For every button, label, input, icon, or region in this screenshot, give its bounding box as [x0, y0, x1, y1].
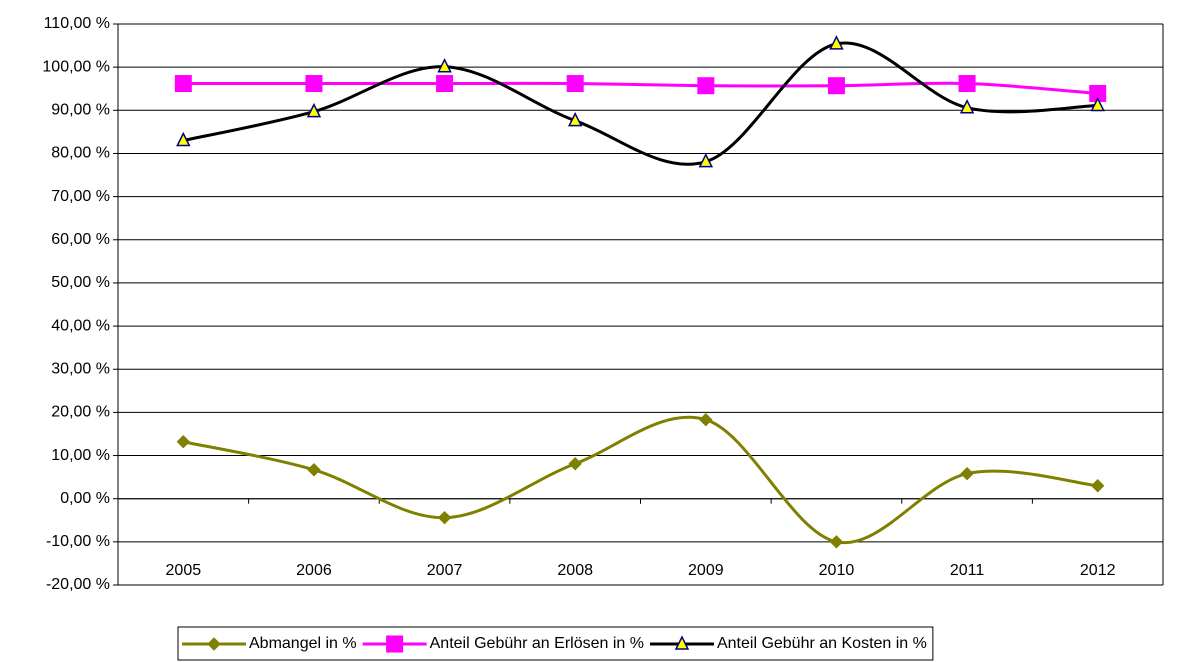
- y-tick-label: 70,00 %: [51, 188, 110, 205]
- marker: [306, 102, 322, 118]
- x-tick-label: 2006: [296, 562, 332, 579]
- legend-label: Anteil Gebühr an Kosten in %: [717, 635, 927, 652]
- marker: [386, 635, 404, 653]
- marker: [699, 413, 713, 427]
- y-tick-label: 100,00 %: [42, 58, 110, 75]
- marker: [176, 435, 191, 449]
- legend-box: [177, 626, 934, 661]
- legend: Abmangel in % Anteil Gebühr an Erlösen in…: [177, 626, 934, 661]
- x-tick-label: 2012: [1080, 562, 1116, 579]
- marker: [1090, 96, 1105, 112]
- y-tick-label: 20,00 %: [51, 404, 110, 421]
- y-tick-label: 80,00 %: [51, 145, 110, 162]
- marker: [176, 131, 191, 147]
- marker: [305, 75, 323, 93]
- marker: [207, 637, 221, 651]
- marker: [827, 77, 845, 95]
- marker: [960, 466, 974, 481]
- legend-label: Abmangel in %: [249, 635, 357, 652]
- x-tick-label: 2008: [557, 562, 593, 579]
- x-tick-label: 2010: [819, 562, 855, 579]
- series-line: [183, 81, 1098, 95]
- series-line: [182, 415, 1098, 545]
- marker: [829, 535, 844, 549]
- marker: [437, 510, 452, 525]
- x-tick-label: 2011: [950, 562, 985, 579]
- marker: [307, 463, 321, 477]
- marker: [697, 77, 715, 95]
- y-tick-label: -10,00 %: [46, 533, 110, 550]
- marker: [437, 58, 452, 73]
- marker: [566, 75, 584, 93]
- x-tick-label: 2005: [166, 562, 202, 579]
- y-tick-label: 90,00 %: [51, 102, 110, 119]
- marker: [959, 99, 975, 114]
- marker: [567, 111, 583, 127]
- y-tick-label: 110,00 %: [44, 15, 110, 32]
- marker: [436, 75, 454, 93]
- y-tick-label: 50,00 %: [51, 274, 110, 291]
- marker: [958, 75, 976, 93]
- y-tick-label: 40,00 %: [51, 317, 110, 334]
- marker: [698, 152, 714, 168]
- marker: [174, 75, 192, 93]
- marker: [674, 635, 690, 650]
- legend-label: Anteil Gebühr an Erlösen in %: [430, 635, 644, 652]
- y-tick-label: 30,00 %: [51, 360, 110, 377]
- y-tick-label: 0,00 %: [60, 490, 110, 507]
- y-tick-label: 10,00 %: [51, 447, 110, 464]
- marker: [568, 457, 582, 471]
- x-tick-label: 2007: [427, 562, 463, 579]
- y-tick-label: -20,00 %: [46, 576, 110, 593]
- marker: [1090, 479, 1105, 493]
- series-line: [182, 41, 1098, 166]
- y-tick-label: 60,00 %: [51, 231, 110, 248]
- x-tick-label: 2009: [688, 562, 724, 579]
- marker: [829, 35, 844, 50]
